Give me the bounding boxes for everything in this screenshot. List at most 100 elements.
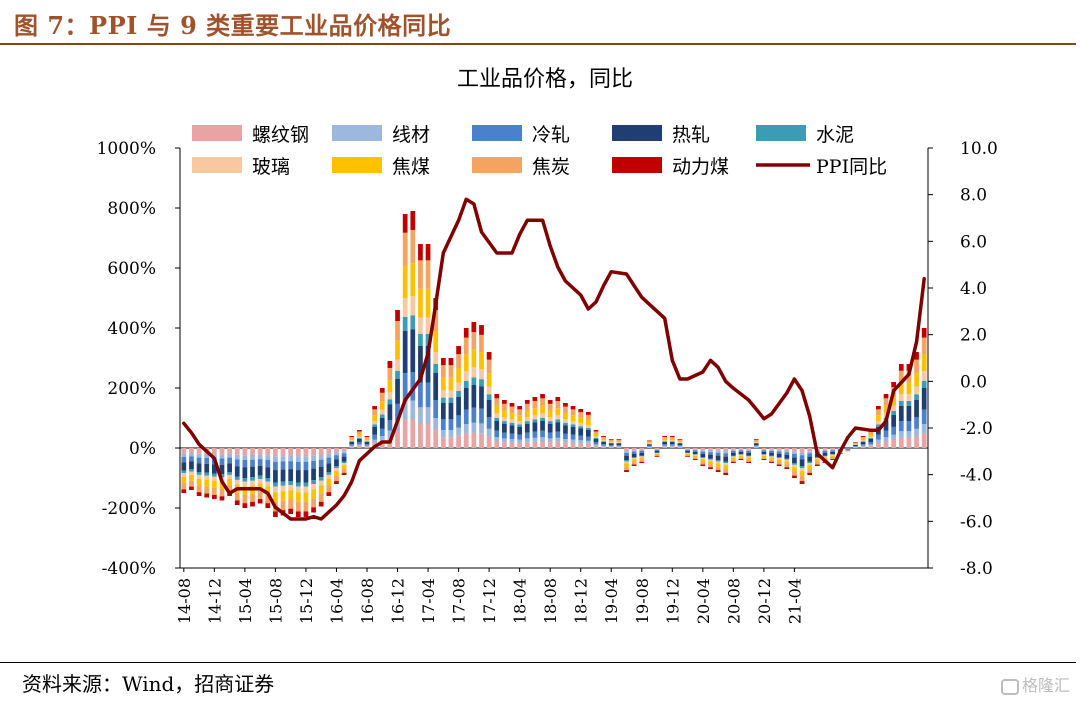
bar-segment — [860, 440, 866, 442]
bar-segment — [295, 492, 301, 502]
bar-segment — [311, 468, 316, 481]
bar-segment — [418, 382, 423, 408]
bar-segment — [921, 424, 927, 434]
bar-segment — [524, 410, 530, 418]
bar-segment — [471, 422, 477, 433]
bar-segment — [891, 382, 897, 388]
bar-segment — [731, 459, 736, 462]
bar-segment — [295, 456, 301, 462]
bar-segment — [433, 400, 439, 418]
bar-segment — [647, 447, 652, 448]
bar-segment — [288, 484, 294, 491]
bar-segment — [860, 445, 866, 447]
bar-segment — [563, 433, 568, 439]
bar-segment — [677, 446, 683, 447]
bar-segment — [517, 406, 523, 410]
bar-segment — [784, 461, 790, 465]
bar-segment — [898, 421, 904, 432]
bar-segment — [593, 433, 599, 437]
bar-segment — [708, 450, 713, 453]
bar-segment — [250, 455, 255, 460]
bar-segment — [792, 463, 797, 465]
bar-segment — [578, 417, 584, 424]
bar-segment — [219, 496, 225, 501]
bar-segment — [883, 437, 889, 442]
bar-segment — [211, 473, 217, 477]
bar-segment — [318, 459, 324, 467]
bar-segment — [624, 450, 629, 453]
bar-segment — [196, 472, 202, 475]
bar-segment — [876, 424, 881, 427]
bar-segment — [395, 359, 400, 371]
bar-segment — [891, 415, 897, 427]
bar-segment — [792, 471, 797, 476]
legend-label: 玻璃 — [252, 156, 290, 178]
bar-segment — [318, 477, 324, 481]
bar-segment — [715, 452, 721, 456]
bar-segment — [540, 417, 545, 421]
bar-segment — [502, 432, 507, 439]
bar-segment — [295, 501, 301, 512]
legend-swatch — [472, 125, 522, 141]
bar-segment — [509, 422, 515, 426]
bar-segment — [341, 461, 347, 464]
bar-segment — [723, 453, 729, 457]
bar-segment — [906, 437, 912, 448]
bar-segment — [723, 448, 729, 452]
bar-segment — [318, 485, 324, 494]
bar-segment — [486, 373, 492, 387]
bar-segment — [830, 449, 835, 451]
bar-segment — [326, 485, 332, 493]
bar-segment — [387, 430, 393, 438]
bar-segment — [357, 430, 362, 432]
bar-segment — [761, 459, 767, 460]
bar-segment — [700, 457, 706, 459]
bar-segment — [227, 448, 232, 454]
bar-segment — [456, 397, 461, 416]
bar-segment — [204, 457, 210, 464]
bar-segment — [524, 442, 530, 448]
bar-segment — [463, 388, 469, 410]
bar-segment — [456, 368, 461, 383]
bar-segment — [364, 442, 370, 445]
ppi-line-group — [182, 197, 926, 521]
bar-segment — [471, 349, 477, 368]
ppi-line — [182, 197, 926, 521]
bar-segment — [883, 394, 889, 399]
bar-segment — [585, 440, 591, 444]
bar-segment — [921, 371, 927, 381]
bar-segment — [265, 467, 271, 478]
bar-segment — [379, 401, 385, 410]
bar-segment — [540, 430, 545, 438]
bar-segment — [456, 382, 461, 391]
bar-segment — [479, 423, 484, 434]
bar-segment — [295, 461, 301, 471]
bar-segment — [318, 448, 324, 456]
bar-segment — [273, 470, 278, 483]
bar-segment — [181, 457, 187, 463]
bar-segment — [349, 446, 355, 448]
bar-segment — [868, 442, 874, 445]
bar-segment — [440, 397, 446, 403]
bar-segment — [349, 436, 355, 439]
bar-segment — [387, 399, 393, 405]
bar-segment — [639, 455, 645, 457]
bar-segment — [662, 440, 668, 442]
bar-segment — [379, 418, 385, 429]
x-tick-label: 18-04 — [511, 578, 530, 624]
bar-segment — [257, 459, 263, 466]
bar-segment — [547, 421, 553, 424]
bar-segment — [425, 423, 431, 448]
bar-segment — [769, 459, 774, 462]
bar-segment — [868, 439, 874, 443]
bar-segment — [448, 377, 454, 391]
bar-segment — [303, 511, 309, 517]
bar-segment — [509, 403, 515, 407]
bar-segment — [509, 439, 515, 443]
bar-segment — [723, 465, 729, 470]
bar-segment — [738, 451, 744, 454]
bar-segment — [234, 466, 240, 477]
bar-segment — [341, 453, 347, 457]
bar-segment — [440, 358, 446, 366]
bar-segment — [639, 449, 645, 451]
